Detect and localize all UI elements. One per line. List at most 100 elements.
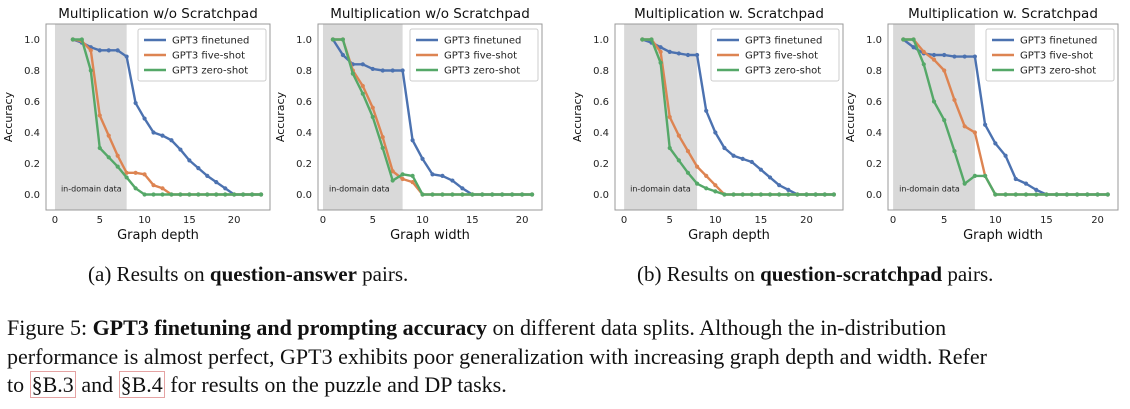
data-point	[972, 173, 977, 178]
x-axis-label: Graph depth	[688, 228, 770, 243]
figure-caption: Figure 5: GPT3 finetuning and prompting …	[7, 314, 1130, 400]
data-point	[1023, 181, 1029, 186]
data-point	[640, 37, 645, 42]
chart-title: Multiplication w/o Scratchpad	[330, 6, 530, 22]
data-point	[777, 192, 782, 197]
data-point	[410, 173, 415, 178]
data-point	[380, 145, 385, 151]
legend-box	[137, 28, 267, 82]
legend-box	[985, 28, 1115, 82]
legend-label: GPT3 zero-shot	[745, 66, 821, 77]
figure-caption-line-2: performance is almost perfect, GPT3 exhi…	[7, 343, 987, 369]
data-point	[658, 45, 663, 50]
y-axis-label: Accuracy	[274, 91, 287, 142]
data-point	[931, 99, 937, 104]
in-domain-region	[322, 24, 403, 210]
data-point	[360, 62, 365, 67]
subcaption-b: (b) Results on question-scratchpad pairs…	[637, 262, 993, 287]
data-point	[133, 100, 138, 106]
data-point	[450, 178, 455, 183]
x-tick-label: 0	[890, 215, 896, 226]
x-axis-label: Graph width	[390, 228, 470, 243]
in-domain-region	[893, 24, 975, 210]
data-point	[232, 192, 237, 197]
data-point	[205, 173, 210, 178]
data-point	[340, 52, 345, 58]
data-point	[931, 57, 937, 62]
data-point	[151, 192, 156, 197]
y-axis-label: Accuracy	[571, 91, 584, 142]
data-point	[124, 175, 129, 180]
data-point	[942, 52, 947, 58]
data-point	[124, 170, 129, 175]
data-point	[440, 173, 445, 178]
legend: GPT3 finetuned GPT3 five-shot GPT3 zero-sh…	[137, 28, 267, 82]
y-tick-label: 0.2	[866, 159, 882, 170]
data-point	[1064, 192, 1069, 197]
y-tick-label: 0.2	[593, 159, 609, 170]
data-point	[97, 145, 102, 151]
figure-label: Figure 5:	[7, 315, 93, 340]
data-point	[196, 192, 201, 197]
data-point	[420, 192, 425, 197]
x-tick-label: 5	[370, 215, 376, 226]
data-point	[380, 68, 385, 73]
data-point	[758, 167, 764, 172]
data-point	[370, 105, 375, 110]
data-point	[667, 145, 672, 151]
data-point	[249, 192, 255, 197]
data-point	[1075, 192, 1080, 197]
subcaption-a-prefix: (a) Results on	[88, 262, 210, 286]
section-ref-b4-link[interactable]: §B.4	[118, 371, 165, 398]
data-point	[115, 153, 120, 158]
in-domain-label: in-domain data	[630, 184, 691, 193]
data-point	[360, 91, 365, 96]
data-point	[749, 159, 754, 165]
data-point	[142, 116, 147, 121]
section-ref-b3-link[interactable]: §B.3	[29, 371, 76, 398]
data-point	[962, 124, 967, 129]
series-gpt3-zero-shot	[901, 37, 1110, 197]
data-point	[70, 37, 75, 42]
y-tick-label: 0.6	[24, 97, 40, 108]
data-point	[1013, 192, 1018, 197]
x-tick-label: 20	[1091, 215, 1104, 226]
data-point	[350, 71, 355, 76]
chart-title: Multiplication w/o Scratchpad	[58, 6, 258, 22]
charts-area: in-domain data Multiplication w/o Scratch…	[2, 6, 1119, 243]
data-point	[731, 192, 736, 197]
legend-label: GPT3 five-shot	[745, 51, 818, 62]
chart-panel-1: in-domain data Multiplication w/o Scratch…	[2, 6, 271, 243]
y-tick-label: 0.6	[593, 97, 609, 108]
data-point	[380, 135, 385, 140]
x-tick-label: 0	[621, 215, 627, 226]
subcaption-b-bold: question-scratchpad	[760, 262, 943, 286]
data-point	[169, 138, 174, 143]
data-point	[360, 83, 365, 89]
data-point	[676, 133, 681, 138]
data-point	[133, 170, 138, 175]
data-point	[931, 52, 937, 58]
data-point	[694, 52, 700, 58]
legend-label: GPT3 finetuned	[1020, 36, 1097, 47]
data-point	[685, 170, 691, 175]
data-point	[440, 192, 445, 197]
data-point	[1034, 192, 1039, 197]
data-point	[133, 186, 138, 191]
data-point	[777, 183, 782, 188]
series-gpt3-zero-shot	[330, 37, 535, 197]
data-point	[901, 37, 906, 42]
y-tick-label: 0.4	[24, 128, 40, 139]
data-point	[450, 192, 455, 197]
plot-frame	[317, 23, 543, 211]
data-point	[88, 48, 93, 53]
data-point	[241, 192, 246, 197]
data-point	[258, 192, 264, 197]
data-point	[685, 149, 691, 154]
data-point	[196, 166, 201, 171]
data-point	[187, 192, 192, 197]
data-point	[420, 156, 425, 161]
plot-frame	[887, 23, 1119, 211]
data-point	[713, 130, 718, 135]
data-point	[97, 48, 102, 53]
